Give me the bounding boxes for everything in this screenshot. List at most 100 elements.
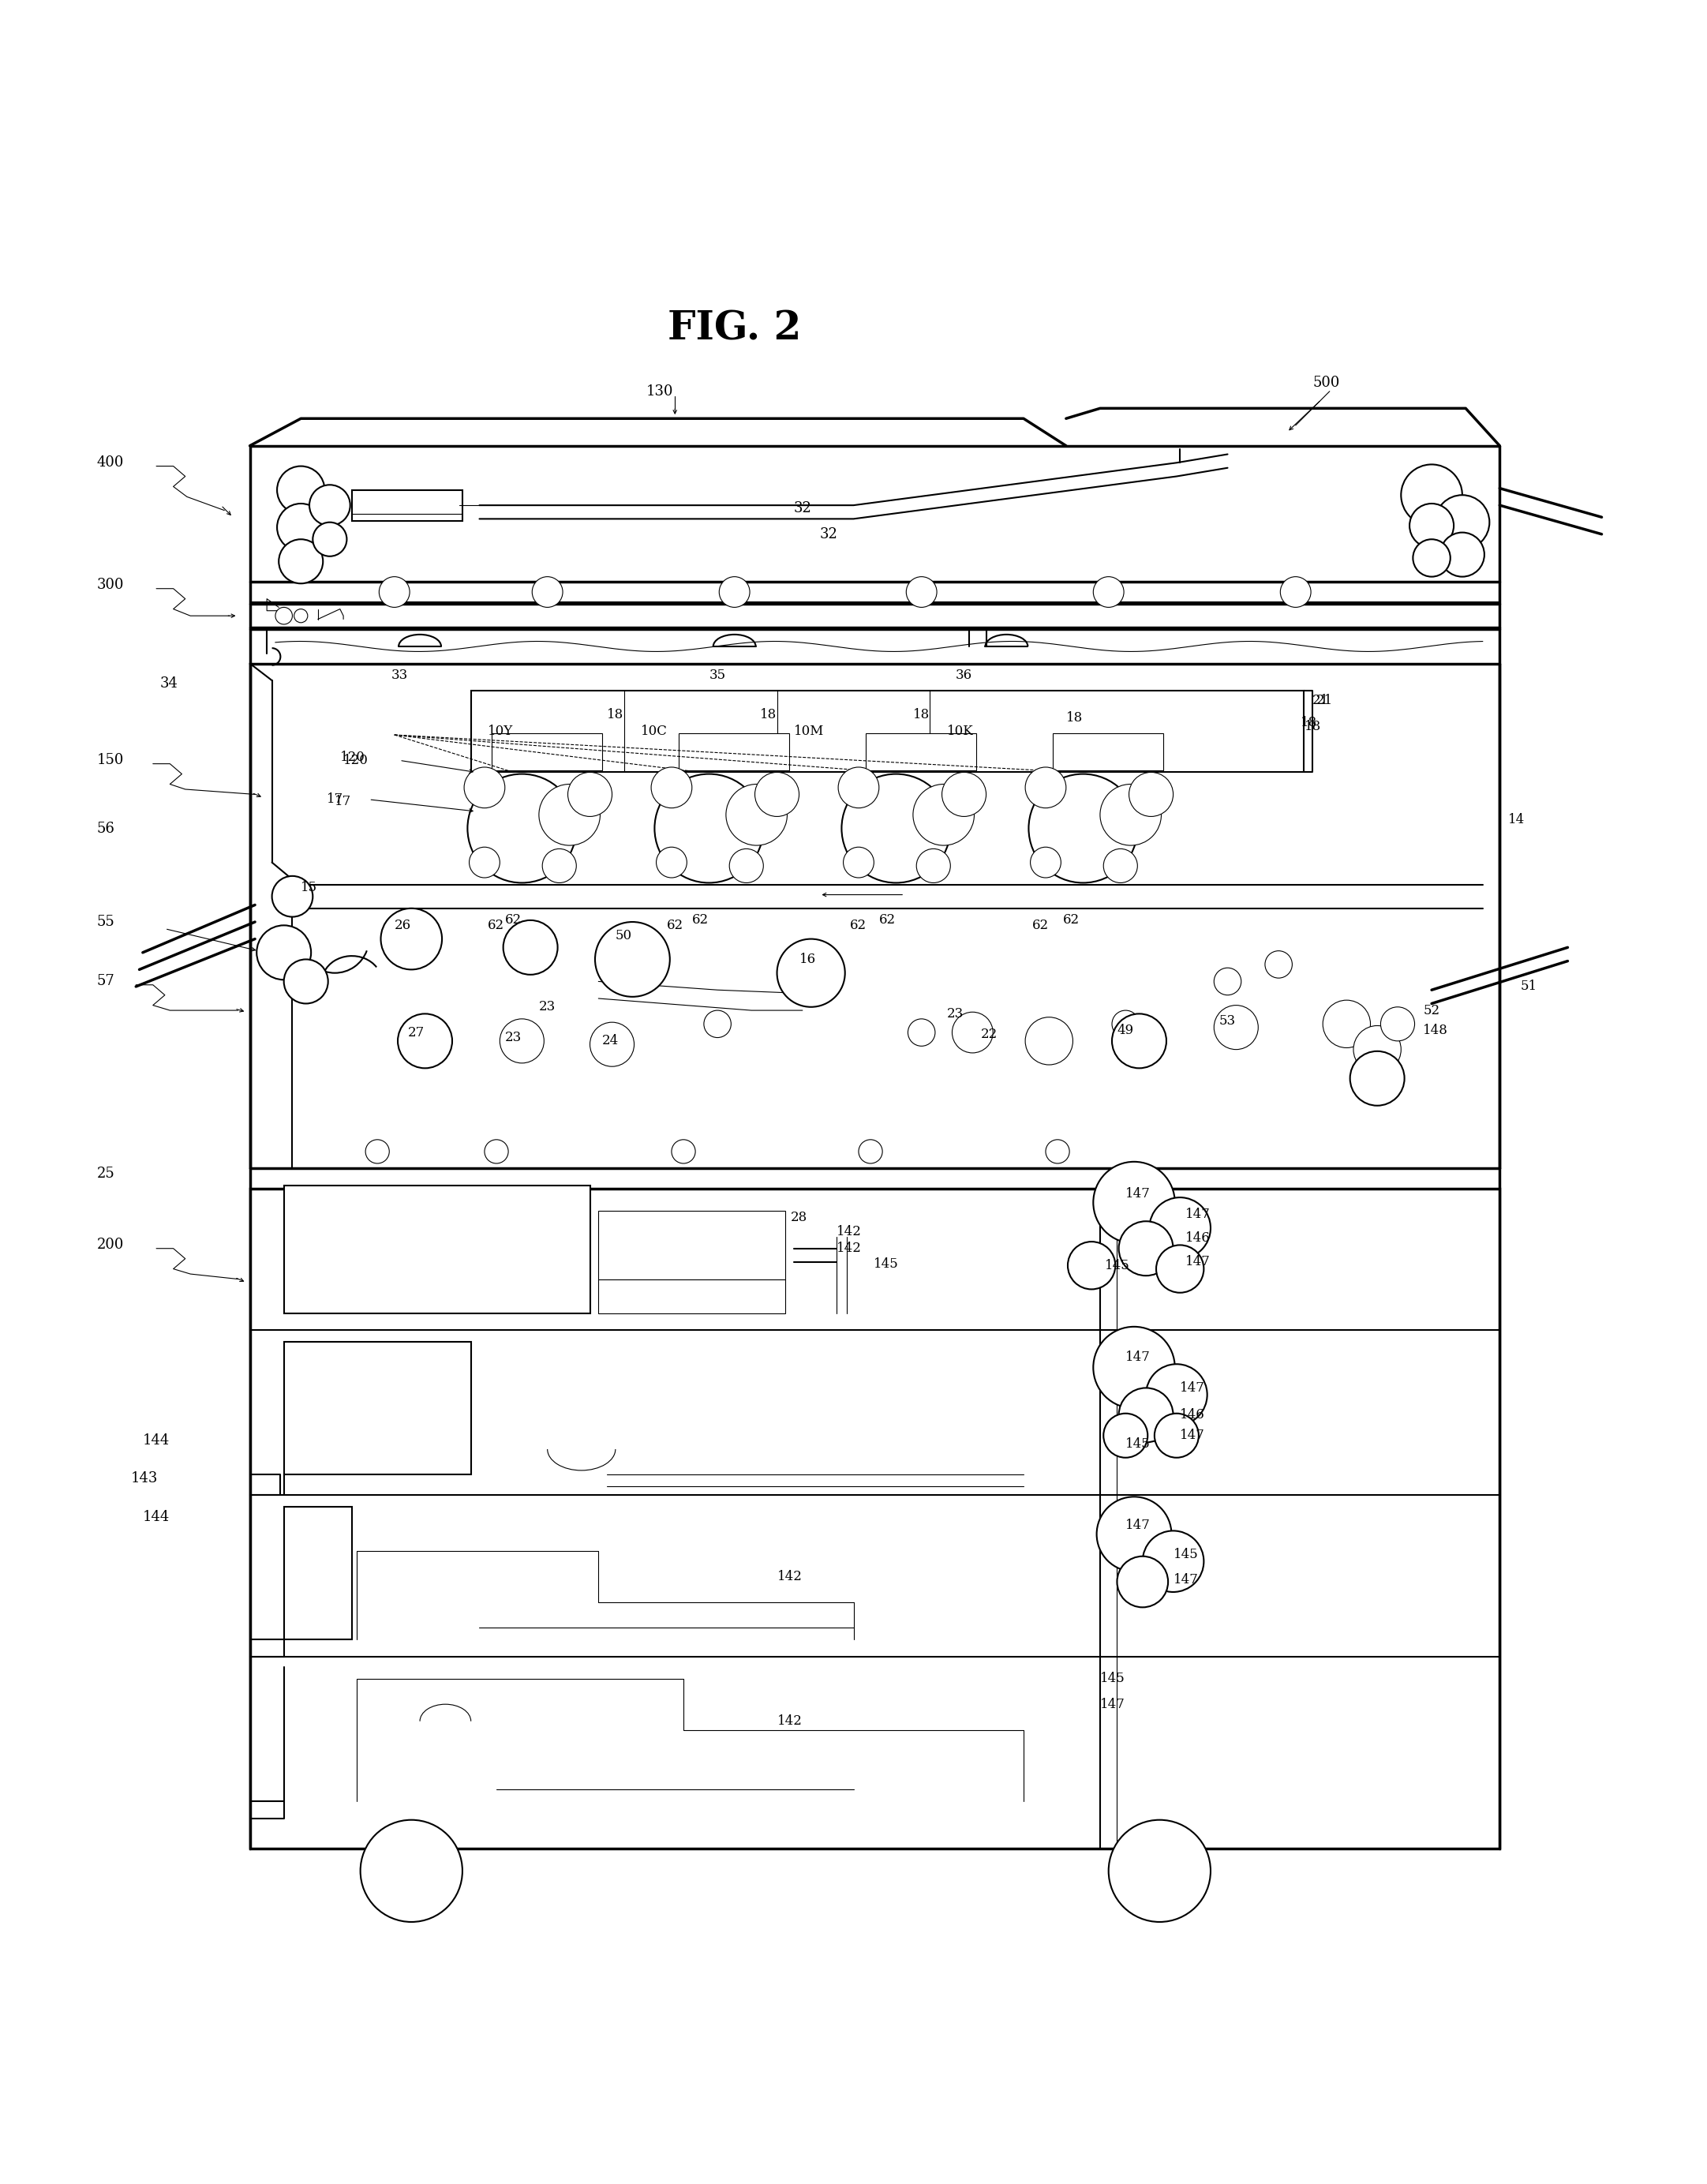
Circle shape xyxy=(1103,850,1137,882)
Bar xyxy=(865,734,976,771)
Text: 147: 147 xyxy=(1180,1428,1205,1441)
Circle shape xyxy=(1111,1013,1166,1068)
Text: 142: 142 xyxy=(836,1243,862,1256)
Text: 21: 21 xyxy=(1313,695,1330,708)
Text: 14: 14 xyxy=(1509,812,1524,826)
Text: 145: 145 xyxy=(1173,1548,1198,1562)
Text: 49: 49 xyxy=(1116,1024,1133,1037)
Text: 147: 147 xyxy=(1125,1350,1151,1365)
Circle shape xyxy=(504,919,558,974)
Circle shape xyxy=(1156,1245,1203,1293)
Text: 62: 62 xyxy=(691,913,708,926)
Circle shape xyxy=(1118,1221,1173,1275)
Circle shape xyxy=(381,909,442,970)
Text: 147: 147 xyxy=(1125,1188,1151,1201)
Circle shape xyxy=(942,773,987,817)
Circle shape xyxy=(1026,767,1067,808)
Text: 145: 145 xyxy=(1125,1437,1151,1450)
Text: 62: 62 xyxy=(1033,919,1048,933)
Circle shape xyxy=(842,773,951,882)
Circle shape xyxy=(1029,773,1137,882)
Text: 23: 23 xyxy=(505,1031,522,1044)
Bar xyxy=(599,1212,785,1280)
Circle shape xyxy=(283,959,328,1005)
Circle shape xyxy=(539,784,601,845)
Bar xyxy=(471,690,1304,773)
Circle shape xyxy=(1069,1243,1115,1289)
Text: 28: 28 xyxy=(790,1212,807,1225)
Text: 62: 62 xyxy=(879,913,896,926)
Text: 62: 62 xyxy=(1063,913,1079,926)
Circle shape xyxy=(838,767,879,808)
Bar xyxy=(352,489,463,520)
Bar xyxy=(1053,734,1162,771)
Circle shape xyxy=(1354,1026,1401,1072)
Text: 120: 120 xyxy=(343,753,369,767)
Text: 120: 120 xyxy=(340,751,365,764)
Text: 147: 147 xyxy=(1180,1380,1205,1396)
Circle shape xyxy=(1401,465,1463,526)
Circle shape xyxy=(729,850,763,882)
Text: 10Y: 10Y xyxy=(488,725,514,738)
Circle shape xyxy=(777,939,845,1007)
Circle shape xyxy=(1323,1000,1371,1048)
Text: 23: 23 xyxy=(539,1000,556,1013)
Text: 147: 147 xyxy=(1185,1256,1210,1269)
Bar xyxy=(678,734,789,771)
Text: 51: 51 xyxy=(1519,981,1536,994)
Text: 148: 148 xyxy=(1424,1024,1448,1037)
Text: 23: 23 xyxy=(947,1007,964,1020)
Text: 24: 24 xyxy=(603,1035,618,1048)
Circle shape xyxy=(1108,1819,1210,1922)
Text: 145: 145 xyxy=(1099,1673,1125,1686)
Circle shape xyxy=(1092,577,1123,607)
Text: 130: 130 xyxy=(645,384,673,397)
Circle shape xyxy=(464,767,505,808)
Text: 147: 147 xyxy=(1185,1208,1210,1221)
Circle shape xyxy=(1350,1051,1405,1105)
Circle shape xyxy=(906,577,937,607)
Text: 56: 56 xyxy=(97,821,114,836)
Text: 50: 50 xyxy=(616,928,632,941)
Text: 33: 33 xyxy=(391,668,408,681)
Circle shape xyxy=(271,876,312,917)
Text: 200: 200 xyxy=(97,1238,125,1251)
Text: 21: 21 xyxy=(1316,695,1333,708)
Text: 500: 500 xyxy=(1313,376,1340,391)
Circle shape xyxy=(703,1011,731,1037)
Text: 62: 62 xyxy=(666,919,683,933)
Text: 144: 144 xyxy=(143,1509,169,1524)
Text: 62: 62 xyxy=(488,919,505,933)
Circle shape xyxy=(1265,950,1292,978)
Bar xyxy=(283,1507,352,1640)
Text: 18: 18 xyxy=(1304,721,1321,734)
Circle shape xyxy=(1410,505,1454,548)
Circle shape xyxy=(655,847,686,878)
Circle shape xyxy=(596,922,669,996)
Circle shape xyxy=(1092,1162,1174,1243)
Text: 27: 27 xyxy=(408,1026,425,1040)
Text: 17: 17 xyxy=(335,795,352,808)
Text: 55: 55 xyxy=(97,915,114,928)
Text: 147: 147 xyxy=(1173,1572,1198,1588)
Circle shape xyxy=(365,1140,389,1164)
Circle shape xyxy=(1214,1005,1258,1051)
Circle shape xyxy=(859,1140,883,1164)
Circle shape xyxy=(913,784,975,845)
Circle shape xyxy=(1145,1365,1207,1426)
Text: 143: 143 xyxy=(131,1472,159,1485)
Text: 32: 32 xyxy=(794,502,813,515)
Circle shape xyxy=(754,773,799,817)
Text: 146: 146 xyxy=(1180,1409,1205,1422)
Circle shape xyxy=(1046,1140,1070,1164)
Circle shape xyxy=(671,1140,695,1164)
Circle shape xyxy=(278,539,323,583)
Circle shape xyxy=(1096,1496,1171,1572)
Text: 53: 53 xyxy=(1219,1013,1236,1026)
Circle shape xyxy=(275,607,292,625)
Text: 400: 400 xyxy=(97,456,125,470)
Text: 34: 34 xyxy=(160,677,178,690)
Text: 18: 18 xyxy=(913,708,930,721)
Circle shape xyxy=(953,1011,993,1053)
Text: 147: 147 xyxy=(1125,1518,1151,1533)
